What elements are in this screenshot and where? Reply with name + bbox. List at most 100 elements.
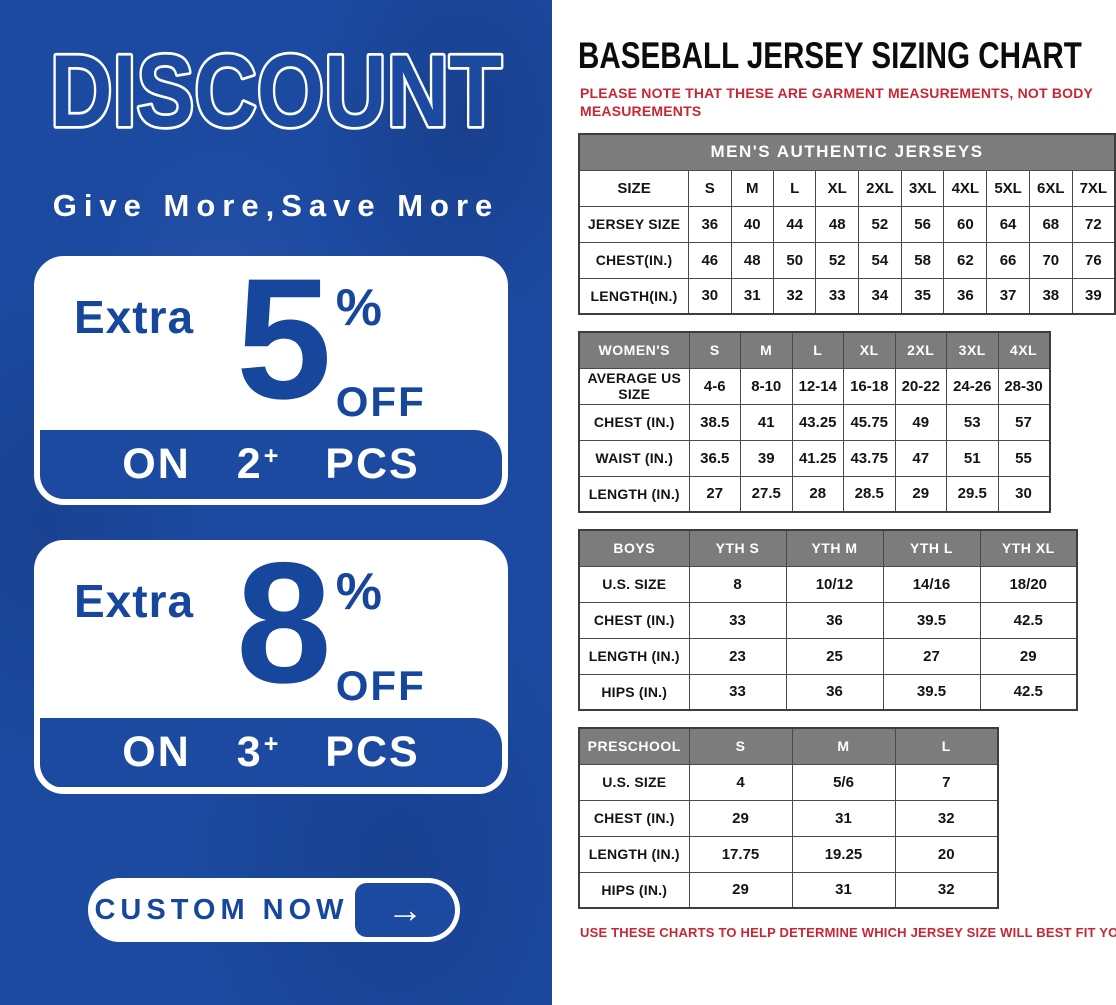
value-cell: 70 [1028, 241, 1073, 279]
header-cell: 4XL [943, 169, 988, 207]
value-cell: 39.5 [882, 601, 981, 639]
header-cell: S [688, 727, 793, 765]
value-cell: 48 [730, 241, 775, 279]
value-cell: 43.75 [843, 439, 896, 477]
value-cell: 43.25 [791, 403, 844, 441]
quantity: 2+ [236, 440, 281, 488]
value-cell: 38.5 [688, 403, 741, 441]
off-label: OFF [335, 378, 426, 425]
table-boys: BOYS YTH S YTH M YTH L YTH XL U.S. SIZE 8 10/12… [578, 529, 1078, 712]
value-cell: 16-18 [843, 367, 896, 405]
sizing-chart-panel: BASEBALL JERSEY SIZING CHART PLEASE NOTE… [552, 0, 1116, 1005]
value-cell: 27 [688, 475, 741, 513]
offer-percent-off: % OFF [336, 278, 426, 426]
offer-top: Extra 5 % OFF [40, 262, 502, 430]
row-label-cell: LENGTH (IN.) [578, 637, 690, 675]
value-cell: 36 [943, 277, 988, 315]
offer-card-5-percent: Extra 5 % OFF ON 2+ PCS [34, 256, 508, 505]
value-cell: 18/20 [979, 565, 1078, 603]
value-cell: 7 [894, 763, 999, 801]
header-cell: 5XL [986, 169, 1030, 207]
pcs-label: PCS [325, 728, 420, 776]
value-cell: 42.5 [979, 673, 1078, 711]
value-cell: 20 [894, 835, 999, 873]
header-cell: 3XL [946, 331, 999, 369]
row-label-cell: CHEST (IN.) [578, 799, 690, 837]
value-cell: 24-26 [946, 367, 999, 405]
value-cell: 19.25 [791, 835, 896, 873]
row-label-cell: AVERAGE US SIZE [578, 367, 690, 405]
value-cell: 57 [997, 403, 1050, 441]
table-womens: WOMEN'S S M L XL 2XL 3XL 4XL AVERAGE US SIZE 4-6 8… [578, 331, 1051, 514]
value-cell: 36 [785, 673, 884, 711]
value-cell: 12-14 [791, 367, 844, 405]
value-cell: 55 [997, 439, 1050, 477]
header-cell: XL [815, 169, 859, 207]
row-label-cell: U.S. SIZE [578, 565, 690, 603]
value-cell: 33 [688, 601, 787, 639]
value-cell: 27.5 [740, 475, 793, 513]
value-cell: 29 [894, 475, 947, 513]
value-cell: 47 [894, 439, 947, 477]
value-cell: 38 [1028, 277, 1073, 315]
table-mens: MEN'S AUTHENTIC JERSEYS SIZE S M L XL 2XL 3XL 4X… [578, 133, 1116, 316]
header-cell: SIZE [578, 169, 690, 207]
value-cell: 66 [986, 241, 1030, 279]
header-cell: M [791, 727, 896, 765]
value-cell: 50 [772, 241, 817, 279]
arrow-right-icon: → [355, 883, 455, 937]
value-cell: 8-10 [740, 367, 793, 405]
row-label-cell: CHEST (IN.) [578, 601, 690, 639]
header-cell: 3XL [900, 169, 945, 207]
value-cell: 52 [858, 205, 902, 243]
value-cell: 29 [688, 799, 793, 837]
header-cell: 4XL [997, 331, 1050, 369]
offer-percent-value: 5 [236, 256, 332, 435]
value-cell: 10/12 [785, 565, 884, 603]
value-cell: 40 [730, 205, 775, 243]
header-cell: YTH XL [979, 529, 1078, 567]
value-cell: 4 [688, 763, 793, 801]
value-cell: 41.25 [791, 439, 844, 477]
pcs-label: PCS [325, 440, 420, 488]
header-cell: YTH S [688, 529, 787, 567]
garment-measurement-note: PLEASE NOTE THAT THESE ARE GARMENT MEASU… [580, 84, 1093, 119]
header-cell: 2XL [858, 169, 902, 207]
value-cell: 28-30 [997, 367, 1050, 405]
offer-card-8-percent: Extra 8 % OFF ON 3+ PCS [34, 540, 508, 794]
value-cell: 54 [858, 241, 902, 279]
header-cell: PRESCHOOL [578, 727, 690, 765]
value-cell: 36 [688, 205, 732, 243]
on-label: ON [122, 728, 191, 776]
row-label-cell: U.S. SIZE [578, 763, 690, 801]
size-tables: MEN'S AUTHENTIC JERSEYS SIZE S M L XL 2XL 3XL 4X… [578, 133, 1116, 910]
value-cell: 56 [900, 205, 945, 243]
offer-condition-band: ON 2+ PCS [40, 430, 502, 499]
value-cell: 37 [986, 277, 1030, 315]
value-cell: 29 [688, 871, 793, 909]
value-cell: 32 [894, 799, 999, 837]
value-cell: 36.5 [688, 439, 741, 477]
header-cell: L [894, 727, 999, 765]
offer-condition-band: ON 3+ PCS [40, 718, 502, 787]
value-cell: 39 [740, 439, 793, 477]
value-cell: 48 [815, 205, 859, 243]
value-cell: 5/6 [791, 763, 896, 801]
row-label-cell: LENGTH (IN.) [578, 475, 690, 513]
value-cell: 8 [688, 565, 787, 603]
value-cell: 76 [1071, 241, 1116, 279]
value-cell: 33 [815, 277, 859, 315]
table-preschool: PRESCHOOL S M L U.S. SIZE 4 5/6 7 CHEST (IN.) 29 3… [578, 727, 999, 910]
value-cell: 39.5 [882, 673, 981, 711]
row-label-cell: LENGTH (IN.) [578, 835, 690, 873]
offer-percent-value: 8 [236, 540, 332, 719]
custom-now-label: CUSTOM NOW [94, 893, 349, 926]
value-cell: 31 [791, 871, 896, 909]
row-label-cell: JERSEY SIZE [578, 205, 690, 243]
custom-now-button[interactable]: CUSTOM NOW → [88, 878, 460, 942]
value-cell: 72 [1071, 205, 1116, 243]
value-cell: 46 [688, 241, 732, 279]
value-cell: 32 [894, 871, 999, 909]
header-cell: 7XL [1071, 169, 1116, 207]
off-label: OFF [335, 662, 426, 709]
